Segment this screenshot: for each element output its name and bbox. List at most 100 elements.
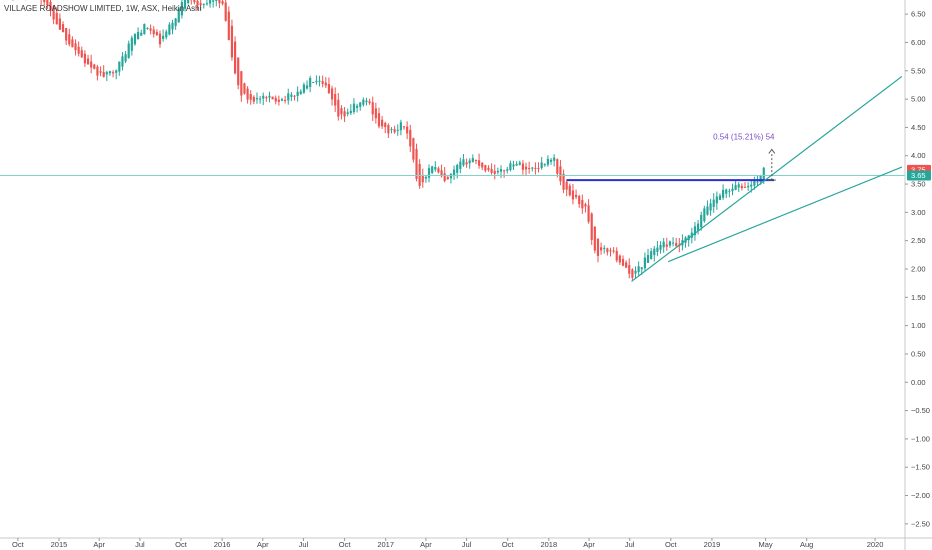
- candle-up: [696, 223, 700, 231]
- candle-down: [49, 1, 52, 11]
- drawings-layer[interactable]: 0.54 (15.21%) 54: [0, 75, 905, 282]
- candle-down: [158, 33, 162, 45]
- candle-up: [118, 61, 121, 72]
- candle-down: [537, 167, 540, 169]
- y-tick-label: −1.50: [911, 463, 930, 472]
- candle-down: [368, 101, 371, 104]
- candle-down: [612, 250, 615, 252]
- candle-down: [55, 12, 58, 25]
- candle-down: [324, 82, 327, 86]
- candle-up: [143, 23, 146, 35]
- candle-up: [187, 0, 190, 4]
- candle-up: [302, 84, 305, 93]
- trend-line-2: [667, 166, 903, 263]
- candle-up: [162, 35, 165, 39]
- candle-down: [46, 0, 49, 6]
- candle-down: [77, 46, 80, 54]
- candle-down: [628, 265, 631, 274]
- candle-down: [233, 41, 237, 74]
- candles-layer: [12, 0, 765, 281]
- candle-down: [337, 99, 340, 117]
- candle-down: [265, 97, 268, 99]
- measure-label: 0.54 (15.21%) 54: [713, 133, 775, 142]
- candle-up: [656, 247, 659, 252]
- candle-up: [693, 226, 697, 236]
- candle-up: [759, 175, 762, 183]
- candle-down: [321, 81, 324, 84]
- candle-down: [625, 262, 628, 268]
- x-tick-label: Oct: [339, 540, 352, 549]
- y-tick-label: −1.00: [911, 434, 930, 443]
- candle-down: [437, 168, 440, 173]
- candle-up: [124, 54, 127, 62]
- candle-up: [177, 8, 180, 23]
- candle-up: [146, 27, 149, 30]
- candle-up: [728, 190, 731, 192]
- candle-up: [518, 162, 521, 165]
- candle-down: [465, 162, 468, 165]
- candle-up: [756, 181, 759, 183]
- candle-down: [402, 126, 406, 128]
- candle-up: [255, 98, 259, 100]
- candle-down: [249, 94, 252, 100]
- candle-up: [396, 129, 399, 131]
- y-tick-label: 1.50: [911, 293, 926, 302]
- y-tick-label: −0.50: [911, 406, 930, 415]
- candle-down: [61, 24, 65, 33]
- candle-up: [753, 179, 756, 186]
- candle-up: [208, 0, 212, 4]
- candle-down: [421, 174, 424, 183]
- candle-up: [315, 80, 318, 83]
- y-tick-label: 5.50: [911, 66, 926, 75]
- candle-down: [52, 6, 55, 20]
- x-tick-label: Apr: [257, 540, 269, 549]
- candle-up: [115, 70, 118, 73]
- candle-down: [293, 95, 296, 97]
- candle-down: [96, 66, 99, 76]
- candle-down: [102, 71, 105, 77]
- candle-down: [374, 108, 377, 119]
- candle-down: [412, 138, 415, 160]
- candle-down: [581, 200, 584, 209]
- candle-up: [349, 110, 352, 114]
- candle-up: [462, 159, 465, 166]
- candle-up: [212, 0, 215, 2]
- candle-up: [452, 169, 456, 177]
- candle-up: [468, 160, 471, 164]
- candle-up: [549, 159, 553, 162]
- candle-up: [365, 100, 368, 103]
- candle-down: [565, 181, 568, 190]
- candle-up: [318, 80, 321, 82]
- candle-down: [406, 126, 409, 134]
- candle-up: [180, 2, 183, 16]
- candle-up: [262, 95, 265, 99]
- measure-arrow-icon: [768, 148, 776, 154]
- x-tick-label: Jul: [135, 540, 145, 549]
- candle-up: [747, 186, 750, 188]
- candle-up: [299, 91, 302, 94]
- x-tick-label: 2016: [214, 540, 231, 549]
- candle-down: [218, 0, 221, 4]
- candle-down: [243, 83, 246, 94]
- candle-down: [621, 259, 625, 266]
- y-tick-label: 0.50: [911, 349, 926, 358]
- candle-down: [481, 162, 484, 168]
- x-tick-label: Oct: [175, 540, 188, 549]
- candle-down: [58, 18, 61, 30]
- candle-up: [634, 270, 637, 274]
- candle-up: [133, 34, 137, 45]
- candle-down: [574, 194, 578, 198]
- candle-up: [130, 37, 133, 51]
- candle-down: [277, 99, 280, 102]
- candle-up: [174, 18, 177, 27]
- x-tick-label: Jul: [625, 540, 635, 549]
- candle-down: [93, 64, 96, 69]
- candle-up: [643, 257, 646, 269]
- candle-down: [65, 28, 68, 41]
- candle-up: [137, 31, 140, 40]
- price-tag-label: 3.65: [911, 171, 926, 180]
- candle-up: [171, 22, 174, 30]
- candle-up: [309, 77, 312, 87]
